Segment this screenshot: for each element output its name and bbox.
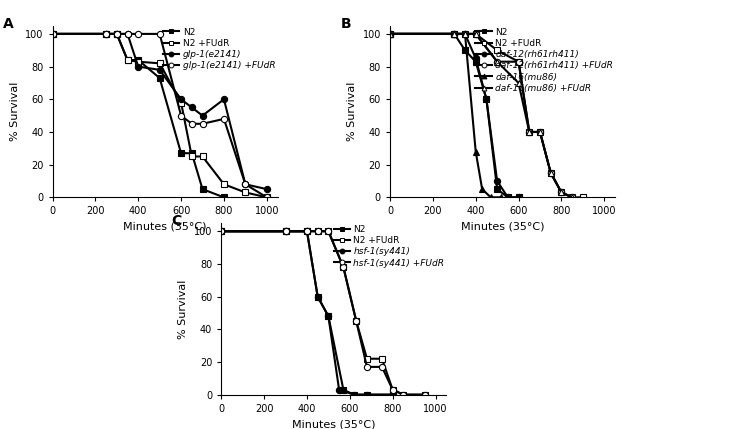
Y-axis label: % Survival: % Survival (347, 82, 357, 141)
Text: A: A (3, 17, 13, 31)
Text: C: C (172, 214, 182, 229)
Y-axis label: % Survival: % Survival (178, 279, 188, 338)
Legend: N2, N2 +FUdR, hsf-1(sy441), hsf-1(sy441) +FUdR: N2, N2 +FUdR, hsf-1(sy441), hsf-1(sy441)… (333, 224, 446, 269)
X-axis label: Minutes (35°C): Minutes (35°C) (123, 222, 207, 232)
X-axis label: Minutes (35°C): Minutes (35°C) (292, 419, 376, 429)
Text: B: B (340, 17, 351, 31)
X-axis label: Minutes (35°C): Minutes (35°C) (460, 222, 544, 232)
Legend: N2, N2 +FUdR, daf-12(rh61rh411), daf-12(rh61rh411) +FUdR, daf-16(mu86), daf-16(m: N2, N2 +FUdR, daf-12(rh61rh411), daf-12(… (475, 27, 614, 94)
Legend: N2, N2 +FUdR, glp-1(e2141), glp-1(e2141) +FUdR: N2, N2 +FUdR, glp-1(e2141), glp-1(e2141)… (162, 27, 277, 71)
Y-axis label: % Survival: % Survival (10, 82, 20, 141)
